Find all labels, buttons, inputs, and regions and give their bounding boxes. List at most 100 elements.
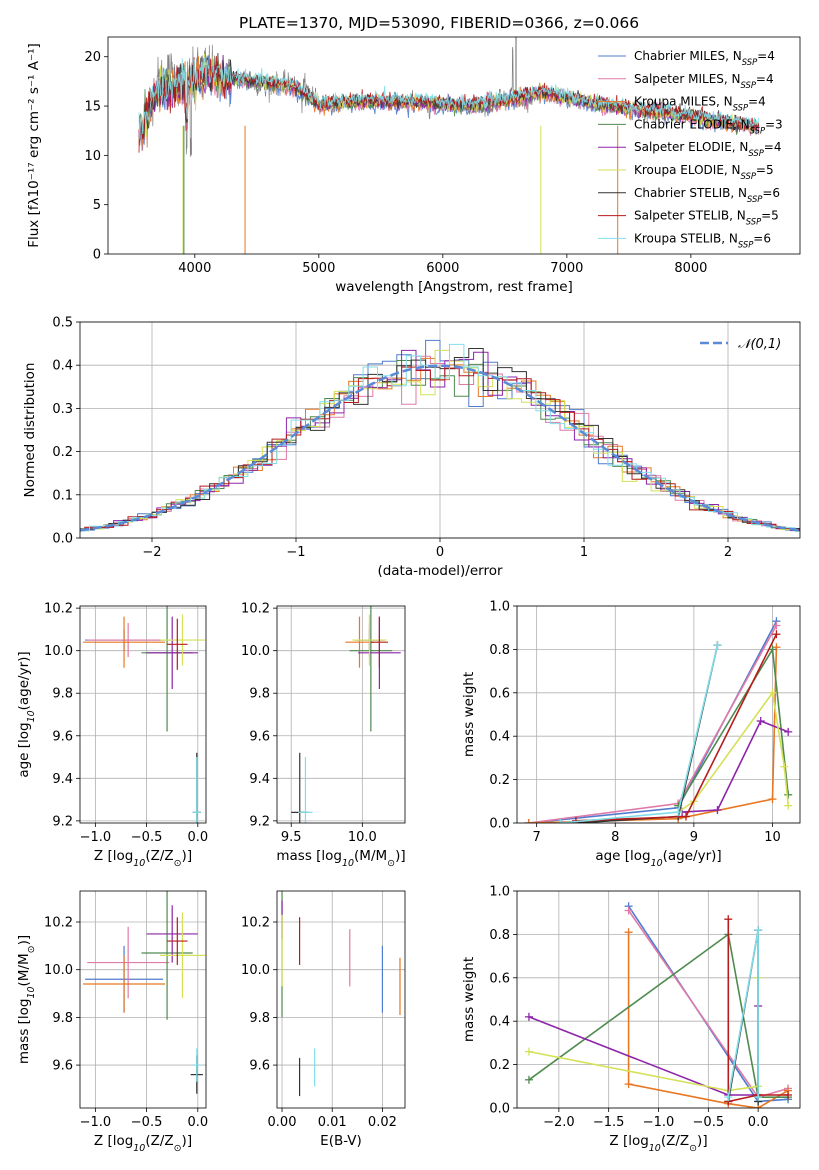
plus-marker xyxy=(768,645,777,654)
residual-histogram xyxy=(80,339,800,533)
residual-histogram xyxy=(80,366,800,531)
spectrum-plot-area xyxy=(138,37,760,254)
legend-label: Kroupa ELODIE, NSSP=5 xyxy=(634,163,774,181)
plus-marker xyxy=(682,812,691,821)
plus-marker xyxy=(724,1093,733,1102)
y-tick-label: 0.4 xyxy=(489,730,510,745)
y-tick-label: 9.8 xyxy=(52,687,73,702)
age-vs-mass-points xyxy=(291,606,401,823)
x-tick-label: −1.5 xyxy=(593,1115,625,1130)
error-bar-point xyxy=(83,616,166,668)
spectrum-axes: 4000 5000 6000 7000 8000 0 5 10 15 20 wavelength [… xyxy=(26,43,707,295)
plus-marker xyxy=(768,688,777,697)
model-spectrum-line xyxy=(138,57,760,140)
y-tick-label: 0.4 xyxy=(52,359,73,374)
gaussian-reference-curve xyxy=(80,364,800,532)
plus-marker xyxy=(772,621,781,630)
age-vs-Z-y-axis-label: age [log10(age/yr)] xyxy=(16,651,37,777)
error-bar-point xyxy=(159,912,205,999)
x-tick-label: 7000 xyxy=(550,261,583,276)
mass-weight-line xyxy=(528,620,778,823)
y-tick-label: 0.0 xyxy=(489,1102,510,1117)
x-tick-label: −2 xyxy=(142,545,161,560)
legend-label: Chabrier MILES, NSSP=4 xyxy=(634,49,775,67)
x-tick-label: −1 xyxy=(286,545,305,560)
mass-vs-Z-x-axis-label: Z [log10(Z/Z⊙)] xyxy=(94,1133,192,1154)
error-bar-point xyxy=(87,623,170,658)
spectrum-legend: Chabrier MILES, NSSP=4 Salpeter MILES, NS… xyxy=(598,49,783,249)
weight-vs-age-lines xyxy=(524,617,793,823)
x-tick-label: 0.0 xyxy=(187,830,208,845)
y-tick-label: 10.2 xyxy=(241,916,270,931)
legend-label: Chabrier ELODIE, NSSP=3 xyxy=(634,117,783,135)
y-tick-label: 10.0 xyxy=(241,963,270,978)
weight-vs-age-frame xyxy=(516,605,801,824)
error-bar-point xyxy=(352,614,387,666)
mass-vs-Z-points xyxy=(83,891,205,1094)
x-tick-label: 9.5 xyxy=(281,830,302,845)
x-tick-label: −2.0 xyxy=(543,1115,575,1130)
plus-marker xyxy=(724,915,733,924)
x-tick-label: 0.00 xyxy=(268,1115,297,1130)
plus-marker xyxy=(524,1075,533,1084)
y-tick-label: 9.6 xyxy=(52,729,73,744)
plus-marker xyxy=(784,727,793,736)
y-tick-label: 10.2 xyxy=(44,602,73,617)
spectrum-frame xyxy=(107,36,801,255)
y-tick-label: 10.0 xyxy=(241,644,270,659)
legend-label: Salpeter STELIB, NSSP=5 xyxy=(634,209,779,227)
weight-vs-Z-y-axis-label: mass weight xyxy=(461,957,477,1042)
mass-vs-Z-y-axis-label: mass [log10(M/M⊙)] xyxy=(16,935,37,1064)
spectrum-y-axis-label: Flux [fλ10⁻¹⁷ erg cm⁻² s⁻¹ A⁻¹] xyxy=(26,43,42,248)
y-tick-label: 9.8 xyxy=(249,687,270,702)
plus-marker xyxy=(784,801,793,810)
spectrum-x-axis-label: wavelength [Angstrom, rest frame] xyxy=(335,279,573,295)
mass-vs-Z-frame xyxy=(79,890,207,1109)
x-tick-label: −1.0 xyxy=(80,1115,112,1130)
mass-weight-line xyxy=(677,646,789,807)
x-tick-label: 6000 xyxy=(426,261,459,276)
plus-marker xyxy=(556,819,565,823)
legend-label: Chabrier STELIB, NSSP=6 xyxy=(634,186,780,204)
weight-vs-Z-x-axis-label: Z [log10(Z/Z⊙)] xyxy=(609,1133,707,1154)
error-bar-point xyxy=(159,614,205,666)
y-tick-label: 9.8 xyxy=(52,1011,73,1026)
plus-marker xyxy=(772,630,781,639)
y-tick-label: 1.0 xyxy=(489,600,510,615)
mass-vs-EBV-points xyxy=(281,891,401,1097)
error-bar-point xyxy=(87,926,170,999)
x-tick-label: 5000 xyxy=(302,261,335,276)
error-bar-point xyxy=(167,618,188,670)
x-tick-label: 0 xyxy=(436,545,444,560)
x-tick-label: 0.0 xyxy=(748,1115,769,1130)
y-tick-label: 1.0 xyxy=(489,885,510,900)
plus-marker xyxy=(524,1047,533,1056)
mass-vs-Z-axes: −1.0 −0.5 0.0 9.6 9.8 10.0 10.2 Z [log10(Z/Z⊙)]… xyxy=(16,891,208,1154)
plus-marker xyxy=(784,790,793,799)
mass-weight-line xyxy=(677,690,789,813)
error-bar-point xyxy=(298,757,313,823)
plus-marker xyxy=(754,926,763,935)
y-tick-label: 20 xyxy=(84,50,101,65)
y-tick-label: 9.2 xyxy=(52,814,73,829)
chart-title: PLATE=1370, MJD=53090, FIBERID=0366, z=0… xyxy=(239,14,639,32)
age-vs-Z-frame xyxy=(79,605,207,824)
x-tick-label: 4000 xyxy=(178,261,211,276)
plus-marker xyxy=(524,819,533,823)
mass-weight-line xyxy=(528,625,778,823)
y-tick-label: 0.4 xyxy=(489,1015,510,1030)
y-tick-label: 0.6 xyxy=(489,686,510,701)
residuals-y-axis-label: Normed distribution xyxy=(22,363,38,498)
y-tick-label: 10 xyxy=(84,149,101,164)
y-tick-label: 9.6 xyxy=(52,1059,73,1074)
plus-marker xyxy=(524,1012,533,1021)
y-tick-label: 10.2 xyxy=(241,602,270,617)
plus-marker xyxy=(713,805,722,814)
x-tick-label: 7 xyxy=(533,830,541,845)
x-tick-label: 0.01 xyxy=(318,1115,347,1130)
x-tick-label: −0.5 xyxy=(693,1115,725,1130)
legend-label: 𝒩(0,1) xyxy=(738,337,781,352)
x-tick-label: 0.02 xyxy=(368,1115,397,1130)
age-vs-mass-grid xyxy=(277,606,405,823)
